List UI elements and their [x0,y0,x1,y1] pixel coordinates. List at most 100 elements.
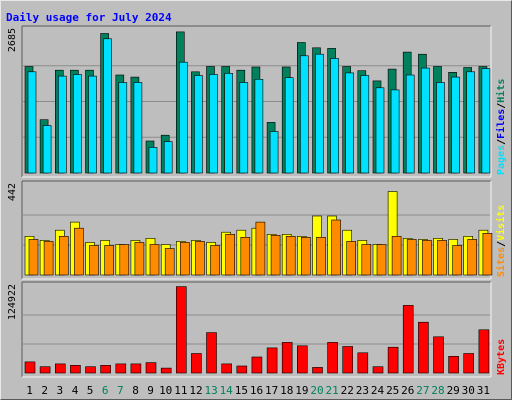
hits-files-bar-21 [330,58,339,174]
visits-sites-bar-8 [134,242,145,276]
hits-files-bar-15 [239,82,249,174]
x-tick-label-28: 28 [431,384,444,397]
x-tick-label-6: 6 [102,384,109,397]
hits-files-bar-20 [315,53,324,174]
visits-sites-bar-29 [452,245,462,276]
panel-visits: 442 Sites/Visits [7,180,507,280]
kbytes-kbytes-bar-9 [145,362,157,374]
visits-sites-bar-26 [406,239,417,276]
legend-hits: Hits [495,79,507,103]
hits-files-bar-7 [118,82,128,174]
kbytes-kbytes-bar-15 [236,365,248,374]
chart-title: Daily usage for July 2024 [6,11,172,24]
legend-separator: / [496,241,507,247]
x-tick-label-14: 14 [220,384,234,397]
hits-files-bar-14 [224,73,233,174]
kbytes-kbytes-bar-13 [206,332,217,374]
x-tick-label-12: 12 [189,384,202,397]
kbytes-kbytes-bar-31 [478,329,490,374]
kbytes-kbytes-bar-20 [312,367,323,374]
kbytes-kbytes-bar-18 [281,342,293,374]
x-tick-label-2: 2 [41,384,48,397]
hits-files-bar-18 [284,77,294,174]
hits-files-bar-29 [451,76,460,174]
x-tick-label-17: 17 [265,384,278,397]
hits-files-bar-4 [73,74,82,174]
hits-files-bar-1 [27,71,37,174]
kbytes-kbytes-bar-8 [130,363,142,374]
panel-kbytes: 124922 KBytes [7,281,507,378]
visits-sites-bar-21 [331,219,341,276]
visits-sites-bar-12 [195,241,205,276]
legend-kbytes: KBytes [496,339,507,375]
x-tick-label-29: 29 [447,384,460,397]
legend-hits: Pages/Files/Hits [495,79,507,175]
visits-sites-bar-19 [300,237,311,276]
x-tick-label-19: 19 [295,384,308,397]
kbytes-kbytes-bar-6 [100,364,111,374]
visits-sites-bar-31 [482,233,493,276]
visits-sites-bar-30 [467,239,478,276]
x-tick-label-25: 25 [386,384,399,397]
kbytes-kbytes-bar-7 [115,363,127,374]
chart-panels: 2685Pages/Files/Hits442Sites/Visits12492… [7,25,507,378]
hits-files-bar-12 [194,75,203,174]
visits-sites-bar-23 [361,244,372,276]
kbytes-kbytes-bar-5 [85,366,96,374]
hits-files-bar-8 [133,82,143,174]
legend-kbytes: KBytes [496,339,507,375]
legend-visits: Sites/Visits [495,205,507,277]
kbytes-kbytes-bar-4 [70,364,81,374]
x-tick-label-16: 16 [250,384,263,397]
hits-files-bar-11 [179,61,188,174]
x-tick-label-4: 4 [72,384,79,397]
x-tick-label-26: 26 [401,384,414,397]
kbytes-kbytes-bar-30 [463,353,475,374]
x-axis: 1 2 3 4 5 6 7 8 9 10 11 12 13 14 15 16 17 18 19 20 21 22 23 24 2… [26,384,490,397]
x-tick-label-10: 10 [159,384,172,397]
hits-files-bar-25 [390,89,400,174]
x-tick-label-31: 31 [477,384,490,397]
hits-files-bar-17 [269,131,279,174]
x-tick-label-9: 9 [147,384,154,397]
visits-sites-bar-5 [89,245,99,276]
x-tick-label-3: 3 [56,384,63,397]
kbytes-kbytes-bar-12 [191,353,202,374]
hits-files-bar-19 [299,55,309,174]
hits-files-bar-10 [163,141,173,174]
hits-files-bar-22 [345,72,355,174]
legend-sites: Sites [495,247,507,277]
hits-files-bar-23 [360,75,370,174]
kbytes-kbytes-bar-19 [296,345,308,374]
hits-files-bar-2 [42,125,52,174]
hits-files-bar-3 [57,75,67,174]
visits-sites-bar-9 [149,244,160,276]
x-tick-label-21: 21 [325,384,338,397]
legend-visits: Visits [495,205,507,241]
y-max-label: 124922 [7,284,18,320]
x-tick-label-13: 13 [204,384,217,397]
y-max-label: 442 [7,183,18,201]
hits-files-bar-24 [375,87,385,174]
visits-sites-bar-4 [74,227,84,276]
x-tick-label-30: 30 [462,384,475,397]
visits-sites-bar-1 [28,239,39,276]
kbytes-kbytes-bar-21 [327,342,338,374]
hits-files-bar-5 [88,75,97,174]
x-tick-label-11: 11 [174,384,187,397]
kbytes-kbytes-bar-23 [357,352,369,374]
legend-files: Files [495,109,507,139]
kbytes-kbytes-bar-22 [342,346,354,374]
visits-sites-bar-18 [285,236,296,276]
legend-separator: / [496,103,507,109]
visits-sites-bar-3 [58,236,69,276]
legend-text: Pages/Files/Hits [495,79,507,175]
kbytes-kbytes-bar-2 [39,366,51,374]
x-tick-label-18: 18 [280,384,293,397]
visits-sites-bar-27 [422,240,432,276]
x-tick-label-23: 23 [356,384,369,397]
kbytes-kbytes-bar-17 [266,347,278,374]
